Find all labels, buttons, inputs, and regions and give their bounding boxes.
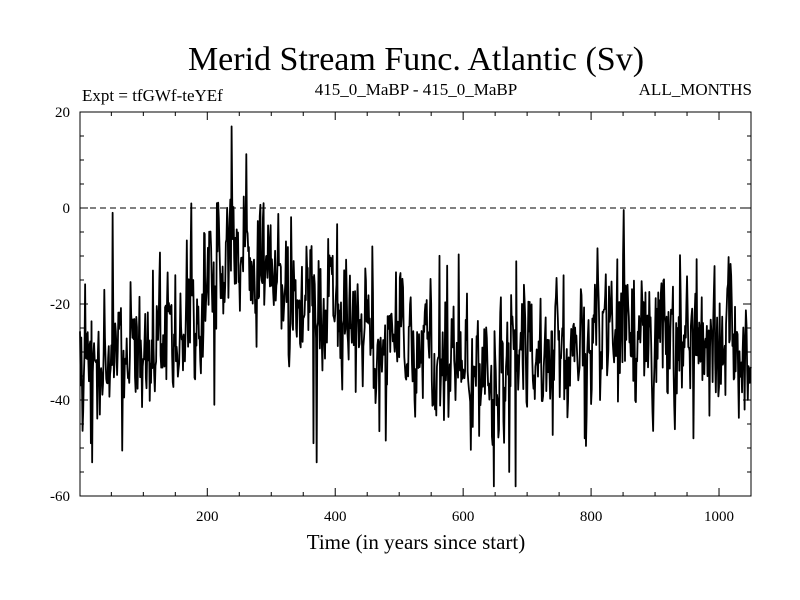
y-tick-label: 20 — [55, 105, 70, 121]
y-tick-label: -60 — [50, 489, 70, 505]
series-line — [79, 125, 752, 488]
subtitle-right: ALL_MONTHS — [639, 80, 752, 99]
y-tick-label: 0 — [63, 201, 71, 217]
x-axis-label: Time (in years since start) — [307, 530, 526, 554]
x-tick-label: 1000 — [704, 509, 734, 525]
x-axis: 200 400 600 800 1000 — [110, 112, 734, 525]
subtitle-left: Expt = tfGWf-teYEf — [82, 86, 223, 105]
x-tick-label: 600 — [452, 509, 475, 525]
x-tick-label: 800 — [580, 509, 603, 525]
x-tick-label: 400 — [324, 509, 347, 525]
x-tick-label: 200 — [196, 509, 219, 525]
y-tick-label: -20 — [50, 297, 70, 313]
y-tick-label: -40 — [50, 393, 70, 409]
chart-title: Merid Stream Func. Atlantic (Sv) — [188, 41, 644, 78]
subtitle-center: 415_0_MaBP - 415_0_MaBP — [315, 80, 517, 99]
